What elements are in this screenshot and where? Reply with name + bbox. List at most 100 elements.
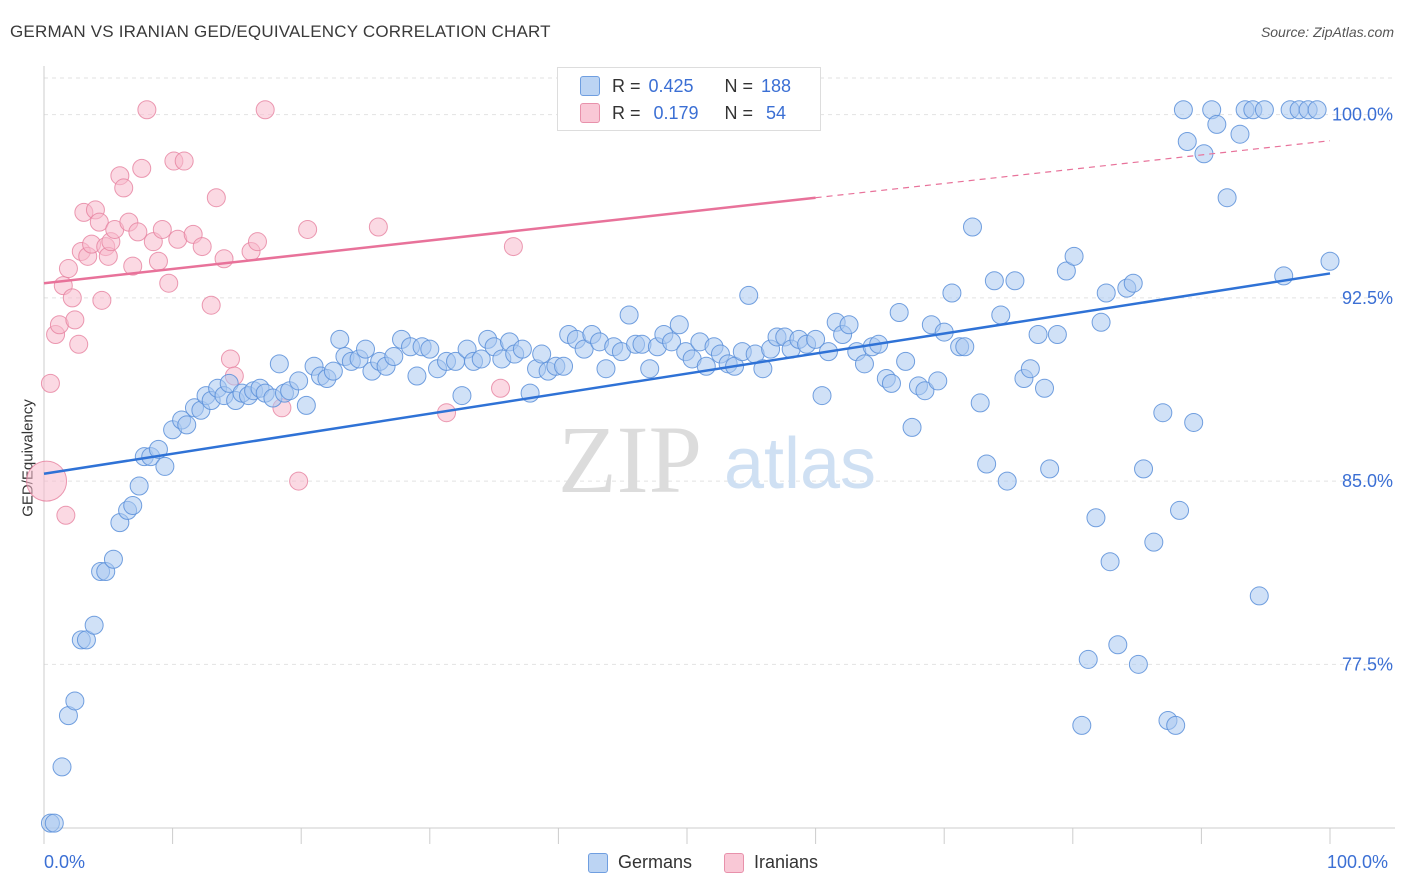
n-label: N =: [724, 75, 754, 96]
german-point: [103, 549, 123, 569]
legend-item-iranians: Iranians: [723, 852, 818, 873]
germans-swatch: [580, 76, 600, 96]
r-label: R =: [612, 102, 641, 123]
german-point: [52, 757, 72, 777]
iranian-point: [368, 217, 388, 237]
iranian-point: [92, 290, 112, 310]
iranian-point: [114, 178, 134, 198]
german-point: [640, 359, 660, 379]
german-point: [1166, 715, 1186, 735]
iranian-point: [65, 310, 85, 330]
german-point: [76, 630, 96, 650]
iranians-trend-extension: [815, 140, 1331, 199]
german-point: [928, 371, 948, 391]
german-point: [854, 354, 874, 374]
german-point: [1307, 100, 1327, 120]
german-point: [554, 356, 574, 376]
german-point: [269, 354, 289, 374]
iranian-point: [132, 158, 152, 178]
german-point: [1207, 114, 1227, 134]
german-point: [1217, 188, 1237, 208]
y-tick-labels: 77.5% 85.0% 92.5% 100.0%: [1332, 105, 1393, 675]
german-point: [1020, 359, 1040, 379]
german-point: [984, 271, 1004, 291]
german-point: [407, 366, 427, 386]
german-point: [1064, 246, 1084, 266]
german-point: [991, 305, 1011, 325]
german-point: [574, 339, 594, 359]
iranian-point: [58, 259, 78, 279]
source-note: Source: ZipAtlas.com: [1260, 24, 1394, 40]
german-point: [1134, 459, 1154, 479]
legend-germans-label: Germans: [617, 852, 692, 872]
german-point: [44, 813, 64, 833]
chart-title: GERMAN VS IRANIAN GED/EQUIVALENCY CORREL…: [10, 22, 551, 41]
german-point: [1184, 412, 1204, 432]
german-point: [970, 393, 990, 413]
german-point: [669, 315, 689, 335]
watermark-zip: ZIP: [558, 406, 702, 513]
correlation-legend: R = 0.425 N = 188 R = 0.179 N = 54: [557, 67, 821, 131]
german-point: [1047, 325, 1067, 345]
german-point: [1035, 378, 1055, 398]
german-point: [532, 344, 552, 364]
german-point: [471, 349, 491, 369]
german-point: [289, 371, 309, 391]
iranian-point: [491, 378, 511, 398]
german-point: [1078, 649, 1098, 669]
iranians-trend-line: [43, 196, 816, 285]
german-point: [839, 315, 859, 335]
german-point: [219, 373, 239, 393]
german-point: [1144, 532, 1164, 552]
german-point: [739, 285, 759, 305]
iranians-swatch: [580, 103, 600, 123]
german-point: [84, 615, 104, 635]
watermark: ZIP atlas: [558, 406, 876, 513]
y-tick-label: 85.0%: [1342, 471, 1393, 491]
iranian-point: [503, 237, 523, 257]
n-label: N =: [724, 102, 754, 123]
german-point: [997, 471, 1017, 491]
german-point: [662, 332, 682, 352]
iranians-legend-swatch: [723, 852, 744, 873]
iranian-point: [206, 188, 226, 208]
german-point: [356, 339, 375, 359]
iranian-point: [289, 471, 309, 491]
german-point: [1108, 635, 1128, 655]
iranian-point: [128, 222, 148, 242]
germans-legend-swatch: [587, 852, 608, 873]
iranian-point: [62, 288, 82, 308]
german-point: [619, 305, 639, 325]
german-point: [1173, 100, 1193, 120]
iranian-point: [69, 334, 89, 354]
german-point: [753, 359, 773, 379]
r-value: 0.179: [648, 102, 699, 123]
iranian-point: [123, 256, 143, 276]
iranian-point: [152, 219, 172, 239]
german-point: [1040, 459, 1060, 479]
german-point: [942, 283, 962, 303]
iranian-point: [89, 212, 109, 232]
y-tick-label: 77.5%: [1342, 654, 1393, 674]
german-point: [129, 476, 149, 496]
german-point: [177, 415, 197, 435]
german-point: [1177, 132, 1197, 152]
german-point: [323, 361, 343, 381]
german-point: [1005, 271, 1025, 291]
german-point: [1028, 325, 1048, 345]
german-point: [420, 339, 440, 359]
german-point: [148, 439, 168, 459]
iranian-point: [174, 151, 194, 171]
german-point: [977, 454, 997, 474]
iranian-point: [159, 273, 179, 293]
german-point: [1320, 251, 1340, 271]
iranian-point: [26, 460, 68, 502]
german-point: [596, 359, 616, 379]
germans-trend-line: [43, 272, 1331, 476]
r-label: R =: [612, 75, 641, 96]
gridlines: [44, 77, 1395, 665]
axes: [43, 66, 1395, 844]
iranian-point: [220, 349, 240, 369]
r-value: 0.425: [648, 75, 694, 96]
german-point: [1153, 403, 1173, 423]
